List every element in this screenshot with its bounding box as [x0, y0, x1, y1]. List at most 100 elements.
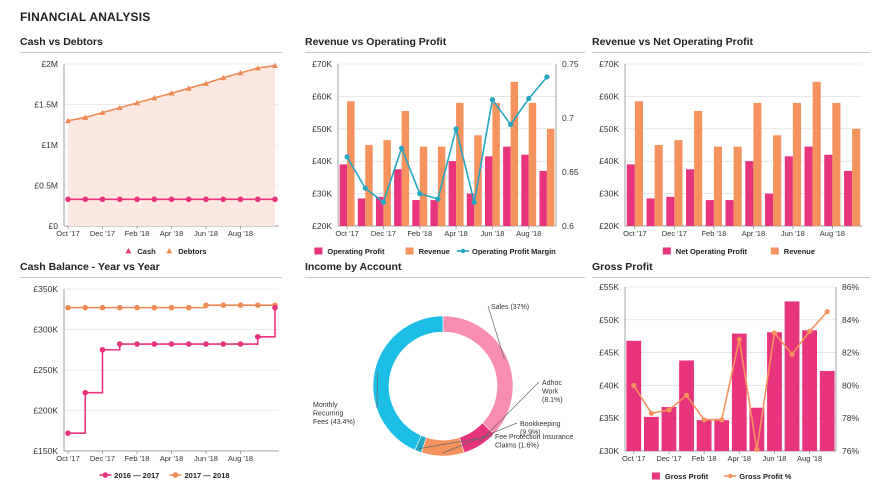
legend-marker: [102, 472, 109, 478]
bar-operating-profit: [466, 193, 475, 226]
y-tick-label: £30K: [312, 189, 332, 199]
slice-label: (9.9%): [520, 430, 541, 437]
bar-operating-profit: [430, 200, 438, 226]
slice-label: Bookkeeping: [520, 421, 561, 428]
y2-tick-label: 0.75: [562, 59, 579, 69]
y-tick-label: £1.5M: [34, 100, 58, 110]
slice-label: Claims (1.6%): [495, 443, 539, 450]
bar-revenue: [694, 110, 703, 226]
bar-revenue: [634, 101, 643, 226]
bar-net-operating-profit: [705, 200, 714, 226]
debtors-point: [185, 85, 192, 91]
revenue-op-title: Revenue vs Operating Profit: [305, 36, 447, 48]
y-tick-label: £2M: [41, 59, 58, 69]
legend-label: Gross Profit: [665, 472, 709, 481]
bar-net-operating-profit: [804, 146, 813, 226]
point-2016-2017: [237, 341, 244, 347]
debtors-point: [203, 80, 209, 86]
cash-point: [65, 196, 71, 203]
point-gross-profit-pct: [789, 351, 795, 357]
cash-point: [168, 196, 175, 203]
x-tick-label: Jun '18: [762, 454, 786, 463]
legend-label: 2017 — 2018: [185, 471, 230, 480]
y2-tick-label: 82%: [842, 348, 859, 358]
debtors-point: [237, 69, 244, 76]
bar-net-operating-profit: [745, 161, 754, 226]
cash-point: [203, 196, 209, 203]
legend-label: Revenue: [419, 247, 450, 256]
bar-operating-profit: [539, 170, 547, 226]
bar-net-operating-profit: [784, 156, 793, 226]
legend-marker: [172, 472, 179, 478]
point-2017-2018: [134, 304, 140, 311]
bar-gross-profit: [626, 340, 642, 451]
bar-revenue: [713, 146, 722, 226]
point-gross-profit-pct: [807, 328, 813, 334]
bar-net-operating-profit: [765, 193, 774, 226]
legend-label: Cash: [137, 247, 156, 256]
bar-gross-profit: [696, 420, 712, 451]
legend-marker: [125, 248, 132, 254]
cash-point: [82, 196, 89, 203]
bar-net-operating-profit: [824, 154, 833, 226]
point-2017-2018: [82, 304, 89, 311]
bar-revenue: [773, 135, 782, 226]
x-tick-label: Dec '17: [371, 229, 396, 238]
legend-marker: [728, 473, 733, 479]
slice-label: Monthly: [313, 402, 338, 409]
slice-label: Fee Protection Insurance: [495, 434, 573, 441]
bar-gross-profit: [661, 407, 677, 451]
bar-gross-profit: [767, 332, 782, 451]
bar-net-operating-profit: [844, 170, 853, 226]
point-gross-profit-pct: [754, 446, 760, 452]
bar-gross-profit: [679, 360, 694, 451]
debtors-point: [134, 99, 140, 106]
y-tick-label: £350K: [33, 284, 58, 294]
x-tick-label: Apr '18: [160, 229, 184, 238]
x-tick-label: Dec '17: [656, 454, 681, 463]
slice-label: (8.1%): [542, 397, 563, 404]
bar-revenue: [492, 102, 500, 226]
bar-operating-profit: [412, 200, 420, 226]
bar-operating-profit: [339, 164, 348, 226]
point-2017-2018: [237, 302, 244, 308]
point-2017-2018: [99, 304, 106, 311]
point-operating-profit-margin: [471, 199, 477, 205]
revenue-nop-title: Revenue vs Net Operating Profit: [592, 36, 754, 48]
legend-label: Gross Profit %: [739, 472, 791, 481]
x-tick-label: Aug '18: [228, 454, 253, 463]
y-tick-label: £200K: [33, 406, 58, 416]
gross-profit-title: Gross Profit: [592, 261, 653, 273]
y-tick-label: £30K: [599, 446, 619, 456]
bar-operating-profit: [448, 161, 457, 226]
bar-revenue: [365, 145, 373, 226]
x-tick-label: Oct '17: [622, 454, 646, 463]
line-gross-profit-pct: [633, 311, 828, 450]
y-tick-label: £30K: [599, 189, 619, 199]
point-operating-profit-margin: [507, 121, 514, 128]
y-tick-label: £35K: [599, 413, 619, 423]
bar-operating-profit: [521, 154, 529, 226]
bar-revenue: [401, 110, 410, 226]
bar-revenue: [528, 102, 537, 226]
point-gross-profit-pct: [666, 407, 672, 413]
y-tick-label: £50K: [312, 124, 332, 134]
x-tick-label: Apr '18: [728, 454, 752, 463]
x-tick-label: Feb '18: [407, 229, 432, 238]
point-gross-profit-pct: [683, 392, 690, 398]
legend-label: Debtors: [178, 247, 206, 256]
y2-tick-label: 78%: [842, 413, 859, 423]
point-2017-2018: [168, 304, 175, 311]
x-tick-label: Jun '18: [194, 454, 218, 463]
point-2017-2018: [116, 304, 123, 311]
legend-marker: [460, 248, 466, 254]
cash-debtors-panel: Cash vs Debtors £0 £0.5M £1M £1.5M £2M Oct '1…: [20, 36, 282, 260]
debtors-point: [168, 90, 175, 96]
point-operating-profit-margin: [398, 145, 405, 151]
point-2016-2017: [99, 346, 106, 353]
gross-profit-chart: £30K £35K £40K £45K £50K £55K 76% 78% 80% 82% 84% 8…: [599, 282, 859, 481]
bar-net-operating-profit: [666, 196, 675, 226]
y-tick-label: £40K: [599, 156, 619, 166]
y-tick-label: £40K: [599, 380, 619, 390]
x-tick-label: Feb '18: [125, 229, 150, 238]
